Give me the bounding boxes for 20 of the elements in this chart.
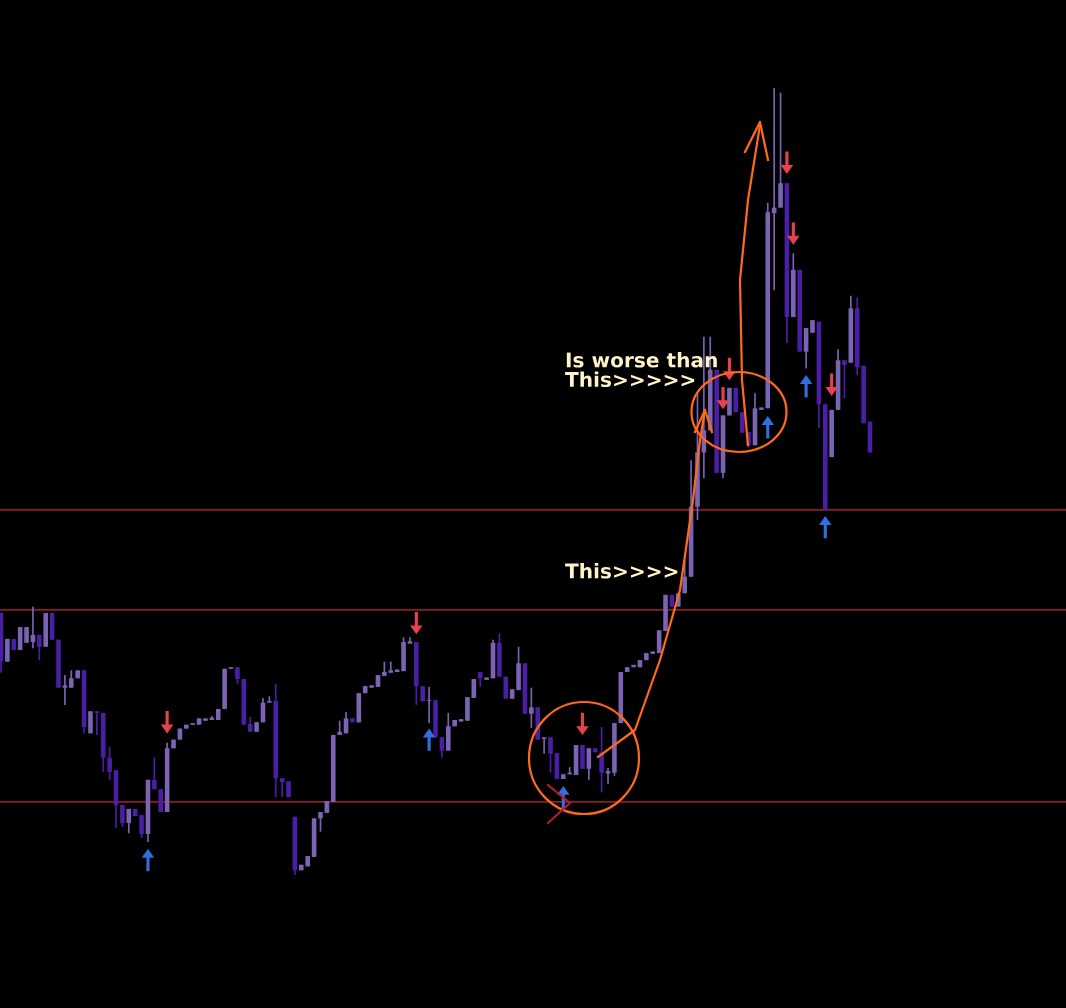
- candlestick: [580, 744, 585, 770]
- candlestick: [682, 559, 687, 595]
- candlestick: [529, 686, 534, 729]
- candlestick: [152, 756, 157, 791]
- candlestick: [126, 808, 132, 835]
- candlestick: [599, 726, 604, 794]
- candlestick: [439, 736, 445, 759]
- candlestick: [541, 736, 547, 755]
- candlestick: [548, 736, 553, 774]
- candlestick: [139, 814, 144, 839]
- candlestick: [62, 674, 68, 706]
- candlestick: [94, 710, 100, 736]
- candlestick: [739, 411, 745, 434]
- candlestick: [426, 686, 432, 724]
- annotation: This>>>>: [565, 563, 678, 579]
- candlestick: [318, 811, 323, 833]
- candlestick: [465, 696, 470, 722]
- candlestick: [107, 745, 112, 781]
- candlestick: [37, 634, 42, 661]
- candlestick: [842, 359, 847, 399]
